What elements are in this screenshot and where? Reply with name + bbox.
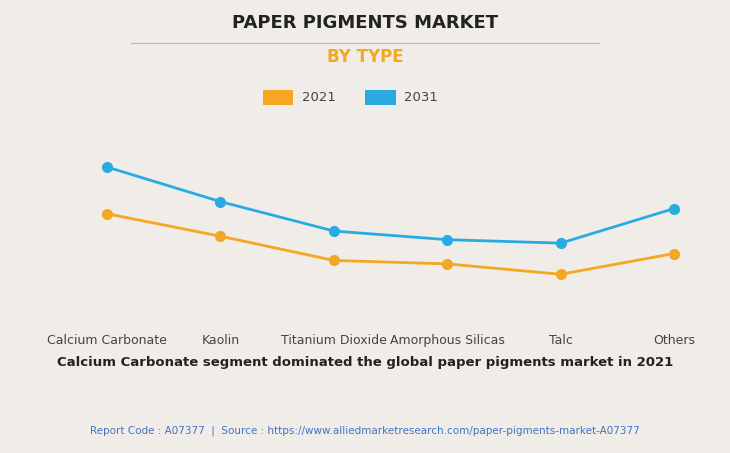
Text: 2021: 2021 xyxy=(302,91,336,104)
Text: Report Code : A07377  |  Source : https://www.alliedmarketresearch.com/paper-pig: Report Code : A07377 | Source : https://… xyxy=(90,426,640,436)
Text: BY TYPE: BY TYPE xyxy=(327,48,403,66)
Text: PAPER PIGMENTS MARKET: PAPER PIGMENTS MARKET xyxy=(232,14,498,32)
Text: 2031: 2031 xyxy=(404,91,438,104)
Text: Calcium Carbonate segment dominated the global paper pigments market in 2021: Calcium Carbonate segment dominated the … xyxy=(57,356,673,369)
